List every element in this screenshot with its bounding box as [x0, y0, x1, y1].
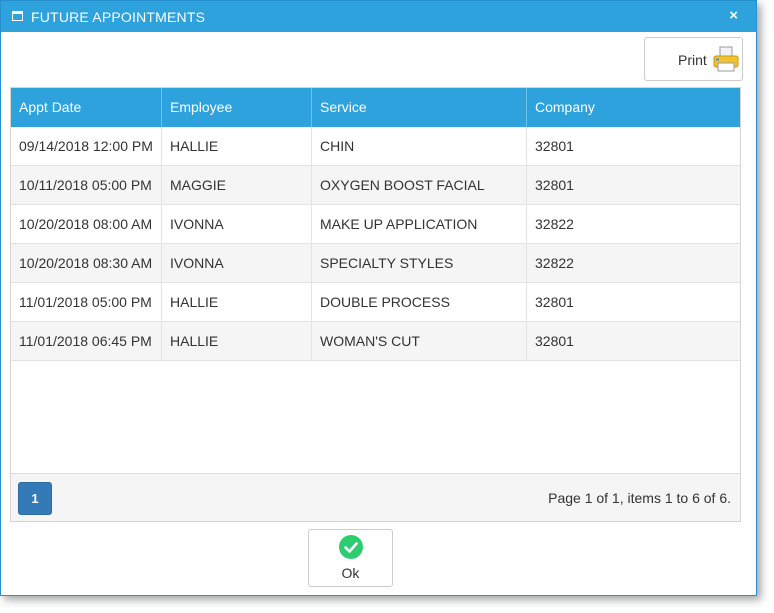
cell-employee: HALLIE [162, 283, 312, 321]
column-header-service[interactable]: Service [312, 88, 527, 127]
cell-appt-date: 10/11/2018 05:00 PM [11, 166, 162, 204]
grid-header: Appt Date Employee Service Company [11, 88, 740, 127]
dialog-titlebar: FUTURE APPOINTMENTS × [1, 1, 756, 32]
table-row[interactable]: 10/20/2018 08:30 AM IVONNA SPECIALTY STY… [11, 244, 740, 283]
cell-employee: HALLIE [162, 322, 312, 360]
close-button[interactable]: × [729, 7, 738, 24]
cell-service: CHIN [312, 127, 527, 165]
cell-employee: IVONNA [162, 205, 312, 243]
cell-appt-date: 10/20/2018 08:30 AM [11, 244, 162, 282]
column-header-company[interactable]: Company [535, 99, 595, 115]
window-icon [12, 11, 23, 21]
table-row[interactable]: 11/01/2018 06:45 PM HALLIE WOMAN'S CUT 3… [11, 322, 740, 361]
cell-employee: HALLIE [162, 127, 312, 165]
ok-button-label: Ok [341, 565, 360, 581]
cell-appt-date: 10/20/2018 08:00 AM [11, 205, 162, 243]
cell-company: 32801 [535, 138, 574, 154]
cell-appt-date: 11/01/2018 05:00 PM [11, 283, 162, 321]
dialog-title: FUTURE APPOINTMENTS [31, 9, 206, 25]
cell-company: 32822 [535, 255, 574, 271]
grid-rows: 09/14/2018 12:00 PM HALLIE CHIN 32801 10… [11, 127, 740, 361]
check-circle-icon [339, 535, 363, 559]
ok-button[interactable]: Ok [308, 529, 393, 587]
cell-service: MAKE UP APPLICATION [312, 205, 527, 243]
cell-company: 32801 [535, 333, 574, 349]
grid-pager: 1 Page 1 of 1, items 1 to 6 of 6. [11, 473, 740, 521]
print-button[interactable]: Print [644, 37, 743, 81]
column-header-appt-date[interactable]: Appt Date [11, 88, 162, 127]
cell-company: 32822 [535, 216, 574, 232]
future-appointments-dialog: FUTURE APPOINTMENTS × Print Appt Date Em… [0, 0, 757, 596]
table-row[interactable]: 11/01/2018 05:00 PM HALLIE DOUBLE PROCES… [11, 283, 740, 322]
printer-icon [713, 46, 739, 72]
page-1-button[interactable]: 1 [18, 482, 52, 515]
cell-appt-date: 09/14/2018 12:00 PM [11, 127, 162, 165]
table-row[interactable]: 09/14/2018 12:00 PM HALLIE CHIN 32801 [11, 127, 740, 166]
cell-service: WOMAN'S CUT [312, 322, 527, 360]
print-button-label: Print [678, 52, 707, 68]
cell-appt-date: 11/01/2018 06:45 PM [11, 322, 162, 360]
cell-employee: MAGGIE [162, 166, 312, 204]
page-info: Page 1 of 1, items 1 to 6 of 6. [548, 490, 731, 506]
cell-service: SPECIALTY STYLES [312, 244, 527, 282]
cell-service: DOUBLE PROCESS [312, 283, 527, 321]
cell-employee: IVONNA [162, 244, 312, 282]
appointments-grid: Appt Date Employee Service Company 09/14… [10, 87, 741, 522]
column-header-employee[interactable]: Employee [162, 88, 312, 127]
table-row[interactable]: 10/20/2018 08:00 AM IVONNA MAKE UP APPLI… [11, 205, 740, 244]
cell-company: 32801 [535, 294, 574, 310]
table-row[interactable]: 10/11/2018 05:00 PM MAGGIE OXYGEN BOOST … [11, 166, 740, 205]
cell-service: OXYGEN BOOST FACIAL [312, 166, 527, 204]
cell-company: 32801 [535, 177, 574, 193]
